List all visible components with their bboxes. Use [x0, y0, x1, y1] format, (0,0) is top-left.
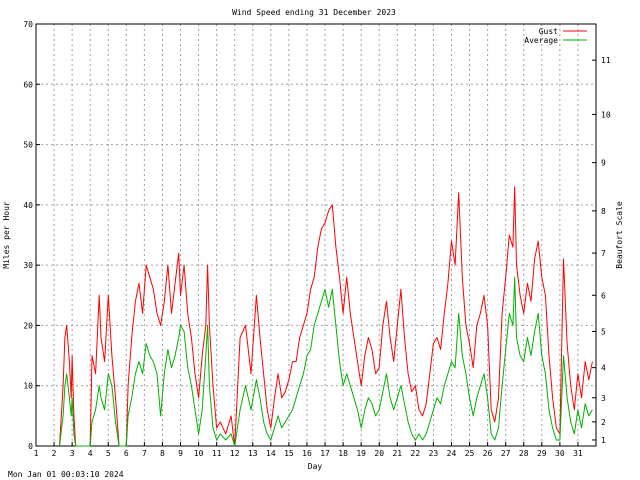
y-tick-label: 70 — [23, 20, 33, 29]
x-tick-label: 23 — [429, 449, 439, 458]
x-tick-label: 10 — [194, 449, 204, 458]
beaufort-tick-label: 2 — [601, 418, 606, 427]
y-tick-label: 40 — [23, 201, 33, 210]
series-line-gust — [59, 186, 593, 447]
x-tick-label: 8 — [160, 449, 165, 458]
beaufort-axis-label: Beaufort Scale — [615, 201, 624, 269]
timestamp: Mon Jan 01 00:03:10 2024 — [8, 470, 124, 479]
x-tick-label: 19 — [356, 449, 366, 458]
x-tick-label: 4 — [88, 449, 93, 458]
x-tick-label: 17 — [320, 449, 330, 458]
x-tick-label: 11 — [212, 449, 222, 458]
beaufort-tick-label: 5 — [601, 327, 606, 336]
x-tick-label: 26 — [483, 449, 493, 458]
x-tick-label: 27 — [501, 449, 511, 458]
x-axis-label: Day — [308, 462, 323, 471]
x-axis: 1 2 3 4 5 6 7 8 9 10 11 12 13 14 15 16 17 18 19 20 21 22 23 24 2… — [34, 442, 583, 458]
beaufort-axis: 1 2 3 4 5 6 7 8 9 10 11 — [592, 56, 611, 445]
y-axis: 0 10 20 30 40 50 60 70 — [23, 20, 40, 451]
legend: Gust Average — [524, 27, 587, 45]
x-tick-label: 21 — [392, 449, 402, 458]
beaufort-tick-label: 9 — [601, 159, 606, 168]
beaufort-tick-label: 4 — [601, 364, 606, 373]
series-line-average — [59, 276, 593, 447]
x-tick-label: 5 — [106, 449, 111, 458]
y-tick-label: 50 — [23, 141, 33, 150]
chart-title: Wind Speed ending 31 December 2023 — [232, 8, 396, 17]
y-axis-label: Miles per Hour — [2, 201, 11, 269]
y-tick-label: 0 — [28, 442, 33, 451]
x-tick-label: 7 — [142, 449, 147, 458]
x-tick-label: 28 — [519, 449, 529, 458]
y-tick-label: 60 — [23, 80, 33, 89]
x-tick-label: 29 — [537, 449, 547, 458]
x-tick-label: 13 — [248, 449, 258, 458]
x-tick-label: 12 — [230, 449, 240, 458]
x-tick-label: 30 — [555, 449, 565, 458]
beaufort-tick-label: 1 — [601, 436, 606, 445]
y-tick-label: 20 — [23, 321, 33, 330]
x-tick-label: 1 — [34, 449, 39, 458]
beaufort-tick-label: 6 — [601, 291, 606, 300]
x-tick-label: 16 — [302, 449, 312, 458]
series-lines — [59, 186, 593, 447]
x-tick-label: 24 — [447, 449, 457, 458]
legend-label-gust: Gust — [539, 27, 558, 36]
beaufort-tick-label: 8 — [601, 207, 606, 216]
x-tick-label: 15 — [284, 449, 294, 458]
beaufort-tick-label: 11 — [601, 56, 611, 65]
y-tick-label: 30 — [23, 261, 33, 270]
grid — [36, 24, 596, 446]
x-tick-label: 9 — [178, 449, 183, 458]
legend-label-average: Average — [524, 36, 558, 45]
x-tick-label: 20 — [374, 449, 384, 458]
plot-frame — [35, 23, 597, 447]
x-tick-label: 6 — [124, 449, 129, 458]
beaufort-tick-label: 7 — [601, 249, 606, 258]
x-tick-label: 2 — [52, 449, 57, 458]
x-tick-label: 22 — [411, 449, 421, 458]
x-tick-label: 25 — [465, 449, 475, 458]
x-tick-label: 18 — [338, 449, 348, 458]
x-tick-label: 31 — [573, 449, 583, 458]
beaufort-tick-label: 10 — [601, 110, 611, 119]
y-tick-label: 10 — [23, 382, 33, 391]
x-tick-label: 3 — [70, 449, 75, 458]
x-tick-label: 14 — [266, 449, 276, 458]
beaufort-tick-label: 3 — [601, 394, 606, 403]
